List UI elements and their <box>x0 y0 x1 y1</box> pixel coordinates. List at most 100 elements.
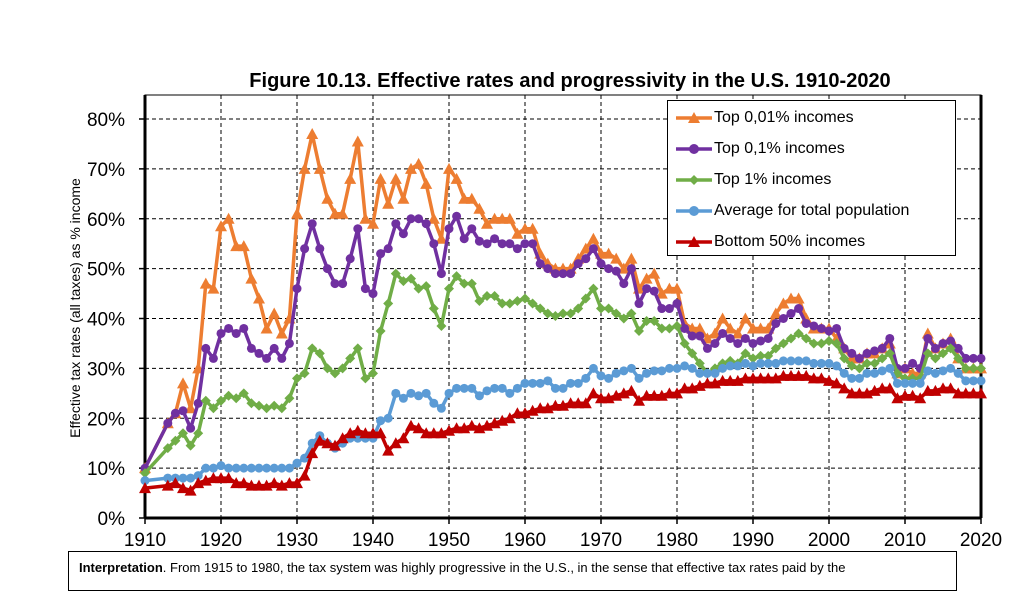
legend-label: Average for total population <box>714 202 910 219</box>
data-point <box>565 308 576 319</box>
x-tick-label: 2020 <box>960 530 1002 551</box>
data-point <box>511 407 524 419</box>
data-point <box>596 371 606 381</box>
data-point <box>421 281 432 292</box>
legend-label: Bottom 50% incomes <box>714 233 866 250</box>
data-point <box>809 358 819 368</box>
data-point <box>687 348 698 359</box>
data-point <box>748 353 758 364</box>
data-point <box>595 392 607 404</box>
interpretation-text: . From 1915 to 1980, the tax system was … <box>162 560 846 575</box>
data-point <box>406 388 416 398</box>
data-point <box>587 387 600 399</box>
data-point <box>693 322 706 334</box>
x-tick-label: 1970 <box>580 530 622 551</box>
legend-item: Bottom 50% incomes <box>676 231 865 253</box>
data-point <box>245 272 258 284</box>
data-point <box>883 382 896 394</box>
legend-marker <box>688 236 700 247</box>
data-point <box>389 172 402 184</box>
data-point <box>201 463 211 473</box>
legend-item: Top 0,01% incomes <box>676 107 854 129</box>
data-point <box>139 482 151 494</box>
data-point <box>976 363 986 374</box>
data-point <box>412 422 425 434</box>
data-point <box>482 239 492 249</box>
data-point <box>246 398 257 409</box>
data-point <box>382 197 395 209</box>
legend-marker <box>688 112 700 123</box>
data-point <box>785 369 797 381</box>
series-1 <box>140 211 986 473</box>
legend-marker-icon <box>676 206 712 216</box>
data-point <box>899 389 911 401</box>
data-point <box>406 273 416 284</box>
data-point <box>786 309 796 319</box>
x-tick-label: 1990 <box>732 530 774 551</box>
data-point <box>906 389 919 401</box>
data-point <box>200 395 211 406</box>
data-point <box>824 335 834 346</box>
data-point <box>626 363 636 373</box>
data-point <box>178 473 188 483</box>
data-point <box>710 338 720 348</box>
data-point <box>519 222 531 234</box>
data-point <box>885 333 895 343</box>
data-point <box>222 212 235 224</box>
data-point <box>444 283 454 294</box>
data-point <box>938 338 948 348</box>
data-point <box>246 463 256 473</box>
data-point <box>321 192 334 204</box>
data-point <box>756 336 766 346</box>
data-point <box>427 212 440 224</box>
data-point <box>731 327 744 339</box>
data-point <box>809 321 819 331</box>
legend-label: Top 0,01% incomes <box>714 109 854 126</box>
data-point <box>177 377 189 389</box>
data-point <box>193 471 203 481</box>
data-point <box>756 358 766 368</box>
data-point <box>231 463 241 473</box>
data-point <box>359 212 372 224</box>
data-point <box>770 343 781 354</box>
data-point <box>961 376 971 386</box>
data-point <box>733 361 743 371</box>
data-point <box>801 356 811 366</box>
data-point <box>579 242 592 254</box>
data-point <box>672 363 682 373</box>
data-point <box>452 383 462 393</box>
data-point <box>223 390 234 401</box>
data-point <box>687 331 697 341</box>
data-point <box>808 338 819 349</box>
data-point <box>724 374 737 386</box>
data-point <box>140 476 150 486</box>
data-point <box>428 303 439 314</box>
data-point <box>702 368 712 378</box>
data-point <box>268 477 281 489</box>
data-point <box>566 378 576 388</box>
series-2 <box>140 268 986 479</box>
data-point <box>794 356 804 366</box>
data-point <box>375 325 386 336</box>
interpretation-note: Interpretation. From 1915 to 1980, the t… <box>68 551 957 591</box>
data-point <box>353 224 363 234</box>
data-point <box>831 338 842 349</box>
data-point <box>338 279 348 289</box>
data-point <box>923 366 933 376</box>
data-point <box>946 363 956 373</box>
data-point <box>300 244 310 254</box>
data-point <box>474 236 484 246</box>
legend-label: Top 0,1% incomes <box>714 140 845 157</box>
data-point <box>467 224 477 234</box>
data-point <box>641 315 652 326</box>
data-point <box>807 372 820 384</box>
data-point <box>588 363 598 373</box>
data-point <box>672 299 682 309</box>
data-point <box>709 327 721 339</box>
data-point <box>503 412 516 424</box>
y-tick-label: 0% <box>98 509 126 530</box>
data-point <box>222 472 235 484</box>
data-point <box>414 391 424 401</box>
data-point <box>313 434 326 446</box>
data-point <box>329 439 341 451</box>
